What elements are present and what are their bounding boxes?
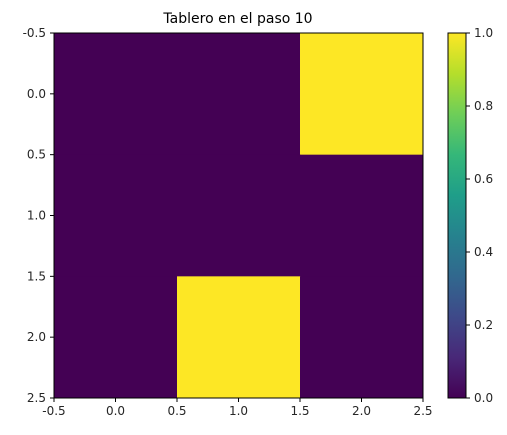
x-tick-label: 1.0: [229, 404, 248, 418]
colorbar-tick-label: 0.8: [474, 99, 493, 113]
heatmap-cell: [300, 276, 424, 399]
y-tick-label: -0.5: [23, 26, 46, 40]
colorbar: 0.0 0.2 0.4 0.6 0.8 1.0: [447, 26, 493, 405]
heatmap-cell: [300, 154, 424, 277]
colorbar-gradient: [448, 33, 466, 398]
colorbar-tick-label: 0.4: [474, 245, 493, 259]
y-tick-label: 0.5: [27, 148, 46, 162]
x-tick-label: -0.5: [42, 404, 65, 418]
heatmap-cell: [54, 276, 178, 399]
y-tick-label: 0.0: [27, 87, 46, 101]
x-axis: -0.5 0.0 0.5 1.0 1.5 2.0 2.5: [42, 398, 433, 418]
colorbar-tick-label: 0.6: [474, 172, 493, 186]
x-tick-label: 2.0: [352, 404, 371, 418]
x-tick-label: 1.5: [290, 404, 309, 418]
chart-title: Tablero en el paso 10: [162, 11, 312, 27]
y-tick-label: 2.0: [27, 330, 46, 344]
colorbar-tick-label: 0.0: [474, 391, 493, 405]
heatmap-cell: [54, 154, 178, 277]
x-tick-label: 2.5: [413, 404, 432, 418]
heatmap-cell: [300, 33, 424, 156]
heatmap-cell: [177, 33, 301, 156]
colorbar-tick-label: 0.2: [474, 318, 493, 332]
plot-area: [53, 32, 424, 399]
y-tick-label: 1.0: [27, 209, 46, 223]
y-axis: -0.5 0.0 0.5 1.0 1.5 2.0 2.5: [23, 26, 54, 405]
y-tick-label: 2.5: [27, 391, 46, 405]
colorbar-tick-label: 1.0: [474, 26, 493, 40]
y-tick-label: 1.5: [27, 269, 46, 283]
heatmap-cell: [177, 154, 301, 277]
heatmap-cell: [54, 33, 178, 156]
heatmap-cell: [177, 276, 301, 399]
x-tick-label: 0.5: [167, 404, 186, 418]
colorbar-frame: [447, 32, 467, 399]
x-tick-label: 0.0: [106, 404, 125, 418]
